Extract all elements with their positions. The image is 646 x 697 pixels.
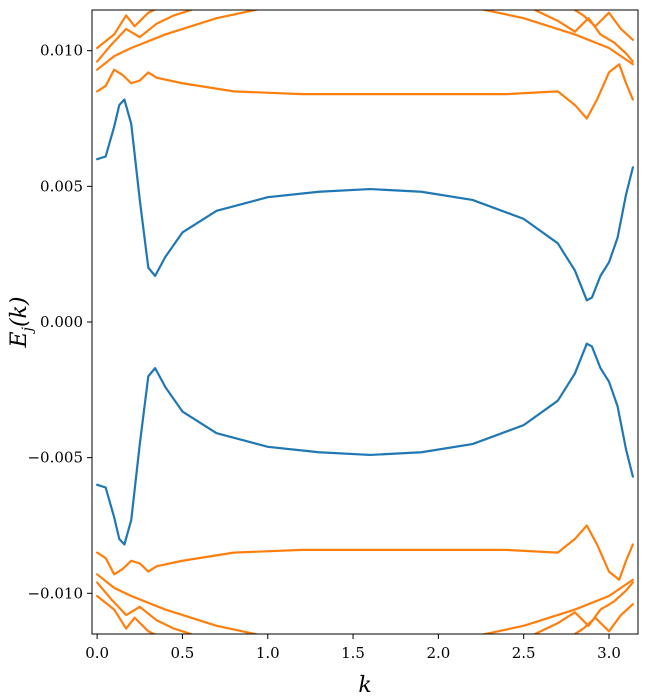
series-line-outer-11 (532, 581, 634, 634)
plot-frame (91, 9, 639, 635)
series-line-inner-0 (96, 98, 634, 302)
series-line-outer-10 (532, 10, 634, 63)
x-tick-label-0: 0.0 (85, 644, 109, 662)
series-line-outer-9 (96, 594, 157, 634)
x-tick-label-5: 2.5 (512, 644, 536, 662)
series-line-outer-4 (96, 10, 634, 71)
series-line-outer-6 (96, 10, 195, 63)
y-tick-label-4: −0.010 (27, 584, 83, 602)
series-line-outer-13 (572, 603, 634, 634)
y-tick-label-1: 0.005 (40, 177, 83, 195)
x-tick-label-3: 1.5 (341, 644, 365, 662)
y-tick-label-3: −0.005 (27, 449, 83, 467)
series-line-outer-7 (96, 581, 195, 634)
x-tick-label-6: 3.0 (597, 644, 621, 662)
x-tick-label-1: 0.5 (171, 644, 195, 662)
series-line-inner-1 (96, 342, 634, 546)
y-tick-label-0: 0.010 (40, 42, 83, 60)
x-tick-label-4: 2.0 (426, 644, 450, 662)
x-tick-label-2: 1.0 (256, 644, 280, 662)
series-layer (96, 10, 634, 634)
series-line-outer-8 (96, 10, 157, 50)
y-tick-label-2: 0.000 (40, 313, 83, 331)
series-line-outer-2 (96, 63, 634, 120)
series-line-outer-3 (96, 524, 634, 581)
x-axis-label: k (358, 673, 371, 697)
series-line-outer-5 (96, 573, 634, 634)
y-axis-label: Ej(k) (7, 297, 36, 349)
ticks-layer: 0.0 0.5 1.0 1.5 2.0 2.5 3.0 0.010 0.005 0.000 −0.0… (27, 42, 620, 662)
series-line-outer-12 (572, 10, 634, 41)
